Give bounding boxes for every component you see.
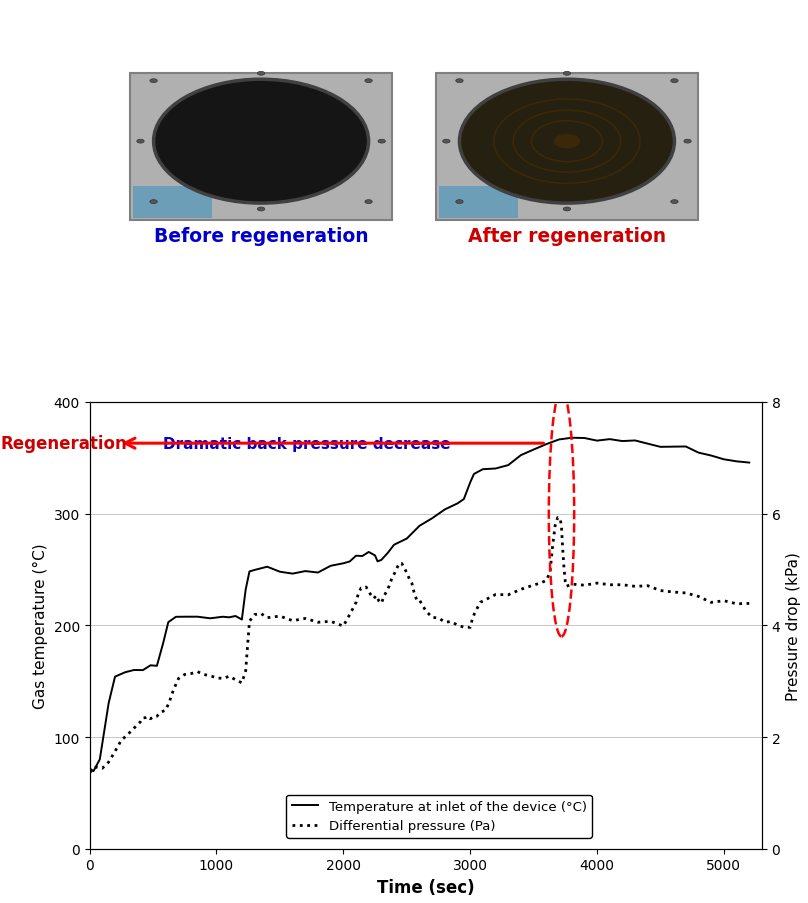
Differential pressure (Pa) bbox=[288, 616, 297, 627]
FancyBboxPatch shape bbox=[436, 73, 698, 221]
Temperature at inlet of the device (°C) bbox=[554, 434, 564, 445]
Differential pressure (Pa) bbox=[558, 545, 567, 555]
Temperature at inlet of the device (°C) bbox=[744, 458, 754, 469]
Circle shape bbox=[456, 79, 463, 83]
FancyBboxPatch shape bbox=[130, 73, 392, 221]
Bar bbox=[440, 187, 518, 219]
Temperature at inlet of the device (°C) bbox=[415, 521, 424, 532]
Temperature at inlet of the device (°C) bbox=[85, 763, 95, 774]
Temperature at inlet of the device (°C) bbox=[171, 611, 181, 622]
Temperature at inlet of the device (°C) bbox=[566, 433, 576, 443]
Circle shape bbox=[563, 208, 570, 211]
Text: Before regeneration: Before regeneration bbox=[154, 228, 368, 247]
Y-axis label: Gas temperature (°C): Gas temperature (°C) bbox=[33, 543, 48, 708]
Differential pressure (Pa) bbox=[744, 599, 754, 610]
Circle shape bbox=[684, 140, 692, 144]
Text: Dramatic back pressure decrease: Dramatic back pressure decrease bbox=[163, 436, 451, 452]
Y-axis label: Pressure drop (kPa): Pressure drop (kPa) bbox=[786, 551, 801, 700]
Legend: Temperature at inlet of the device (°C), Differential pressure (Pa): Temperature at inlet of the device (°C),… bbox=[287, 795, 592, 838]
Circle shape bbox=[443, 140, 450, 144]
Circle shape bbox=[137, 140, 144, 144]
Temperature at inlet of the device (°C) bbox=[129, 665, 139, 675]
Ellipse shape bbox=[553, 135, 580, 149]
Circle shape bbox=[149, 200, 158, 204]
Circle shape bbox=[149, 79, 158, 83]
Temperature at inlet of the device (°C) bbox=[89, 766, 99, 777]
Ellipse shape bbox=[154, 80, 368, 204]
Temperature at inlet of the device (°C) bbox=[192, 611, 202, 622]
Line: Differential pressure (Pa): Differential pressure (Pa) bbox=[90, 518, 749, 773]
Bar bbox=[133, 187, 212, 219]
Differential pressure (Pa) bbox=[110, 746, 120, 757]
Circle shape bbox=[378, 140, 385, 144]
Text: Regeneration: Regeneration bbox=[1, 434, 128, 452]
Text: After regeneration: After regeneration bbox=[468, 228, 666, 247]
Differential pressure (Pa) bbox=[655, 585, 665, 596]
Circle shape bbox=[258, 208, 265, 211]
Circle shape bbox=[563, 72, 570, 76]
Differential pressure (Pa) bbox=[553, 513, 562, 524]
Circle shape bbox=[258, 72, 265, 76]
Ellipse shape bbox=[460, 80, 675, 204]
Line: Temperature at inlet of the device (°C): Temperature at inlet of the device (°C) bbox=[90, 438, 749, 771]
Differential pressure (Pa) bbox=[104, 757, 114, 768]
Circle shape bbox=[456, 200, 463, 204]
Circle shape bbox=[365, 79, 372, 83]
Differential pressure (Pa) bbox=[528, 580, 538, 591]
Temperature at inlet of the device (°C) bbox=[732, 456, 742, 467]
Differential pressure (Pa) bbox=[85, 768, 95, 778]
Circle shape bbox=[671, 79, 678, 83]
X-axis label: Time (sec): Time (sec) bbox=[377, 878, 474, 896]
Circle shape bbox=[671, 200, 678, 204]
Circle shape bbox=[365, 200, 372, 204]
